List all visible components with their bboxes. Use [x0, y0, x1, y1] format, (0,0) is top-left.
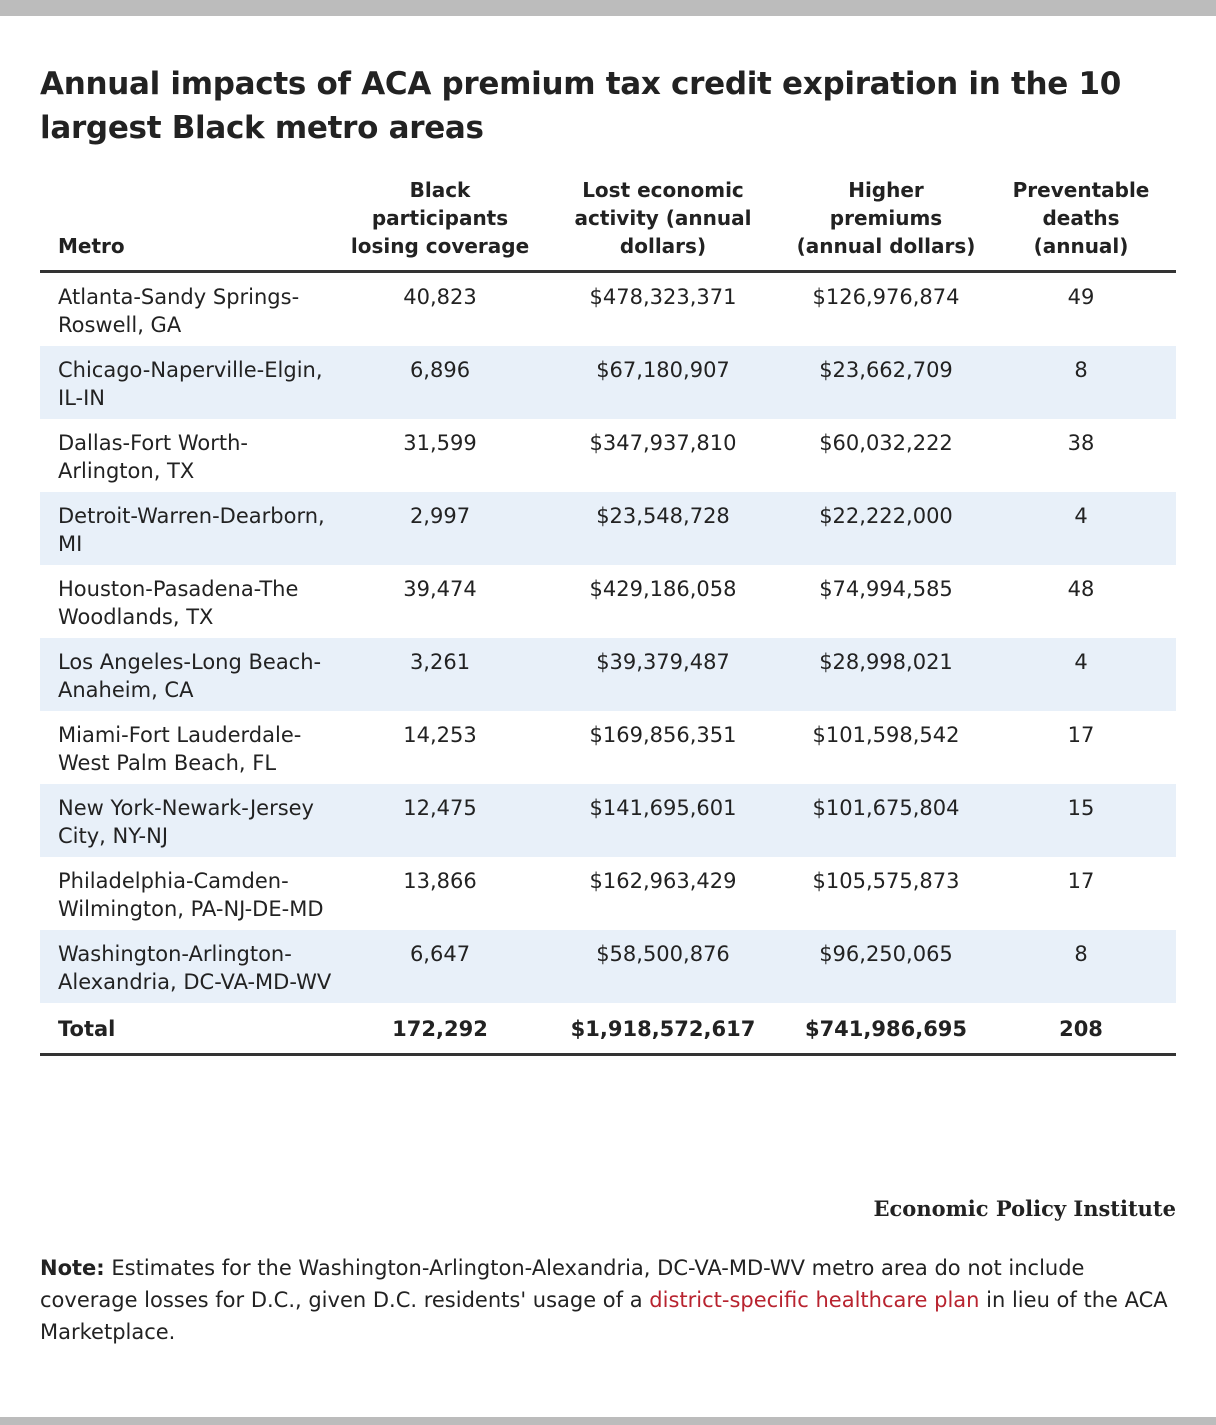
value-cell: 14,253 [403, 723, 477, 747]
total-row: Total 172,292 $1,918,572,617 $741,986,695 20… [40, 1003, 1176, 1056]
column-header: Lost economic activity (annual dollars) [540, 176, 786, 273]
column-header: Preventable deaths (annual) [986, 176, 1176, 273]
total-label: Total [40, 1003, 340, 1056]
value-cell: $126,976,874 [812, 285, 960, 309]
value-cell: $23,662,709 [786, 346, 986, 419]
value-cell: $60,032,222 [819, 431, 953, 455]
table-body: Atlanta-Sandy Springs-Roswell, GA 40,823 $… [40, 272, 1176, 1056]
value-cell: $162,963,429 [589, 869, 737, 893]
table-row: Chicago-Naperville-Elgin, IL-IN 6,896 $67,… [40, 346, 1176, 419]
bottom-bar [0, 1417, 1216, 1425]
metro-cell: New York-Newark-Jersey City, NY-NJ [40, 784, 340, 857]
value-cell: 4 [986, 638, 1176, 711]
value-cell: $39,379,487 [540, 638, 786, 711]
value-cell: 2,997 [340, 492, 540, 565]
value-cell: $22,222,000 [786, 492, 986, 565]
total-cell: $741,986,695 [786, 1003, 986, 1056]
value-cell: $101,675,804 [786, 784, 986, 857]
value-cell: $67,180,907 [540, 346, 786, 419]
total-cell: 172,292 [340, 1003, 540, 1056]
value-cell: 15 [986, 784, 1176, 857]
value-cell: 4 [986, 492, 1176, 565]
table-row: Philadelphia-Camden-Wilmington, PA-NJ-DE… [40, 857, 1176, 930]
metro-cell: Miami-Fort Lauderdale-West Palm Beach, F… [58, 723, 302, 775]
value-cell: 3,261 [340, 638, 540, 711]
note-label: Note: [40, 1256, 105, 1280]
metro-cell: Chicago-Naperville-Elgin, IL-IN [40, 346, 340, 419]
value-cell: $478,323,371 [589, 285, 737, 309]
value-cell: $141,695,601 [540, 784, 786, 857]
value-cell: 49 [1067, 285, 1095, 309]
value-cell: 17 [1067, 869, 1095, 893]
table-row: Miami-Fort Lauderdale-West Palm Beach, F… [40, 711, 1176, 784]
value-cell: $347,937,810 [589, 431, 737, 455]
title: Annual impacts of ACA premium tax credit… [40, 66, 1122, 146]
value-cell: $96,250,065 [786, 930, 986, 1003]
value-cell: $169,856,351 [589, 723, 737, 747]
table-row: Dallas-Fort Worth-Arlington, TX 31,599 $34… [40, 419, 1176, 492]
data-table: Metro Black participants losing coverage L… [40, 176, 1176, 1056]
value-cell: 40,823 [403, 285, 477, 309]
value-cell: $74,994,585 [819, 577, 953, 601]
value-cell: 6,647 [340, 930, 540, 1003]
table-row: Los Angeles-Long Beach-Anaheim, CA 3,261 $… [40, 638, 1176, 711]
source: Economic Policy Institute [873, 1196, 1176, 1221]
note: Note: Estimates for the Washington-Arlin… [40, 1252, 1176, 1348]
total-cell: 208 [986, 1003, 1176, 1056]
value-cell: 48 [1067, 577, 1095, 601]
metro-cell: Dallas-Fort Worth-Arlington, TX [58, 431, 248, 483]
value-cell: 13,866 [403, 869, 477, 893]
metro-cell: Detroit-Warren-Dearborn, MI [40, 492, 340, 565]
table-row: New York-Newark-Jersey City, NY-NJ 12,475… [40, 784, 1176, 857]
note-text: in lieu of the ACA Marketplace. [40, 1288, 1168, 1344]
column-header: Higher premiums (annual dollars) [786, 176, 986, 273]
metro-cell: Los Angeles-Long Beach-Anaheim, CA [40, 638, 340, 711]
table-row: Detroit-Warren-Dearborn, MI 2,997 $23,548,… [40, 492, 1176, 565]
value-cell: $105,575,873 [812, 869, 960, 893]
metro-cell: Atlanta-Sandy Springs-Roswell, GA [58, 285, 300, 337]
value-cell: 17 [1067, 723, 1095, 747]
value-cell: 38 [1067, 431, 1095, 455]
table-row: Atlanta-Sandy Springs-Roswell, GA 40,823 $… [40, 272, 1176, 347]
value-cell: $101,598,542 [812, 723, 960, 747]
header-row: Metro Black participants losing coverage L… [40, 176, 1176, 273]
note-text: Estimates for the Washington-Arlington-A… [40, 1256, 1085, 1312]
table-row: Houston-Pasadena-The Woodlands, TX 39,474… [40, 565, 1176, 638]
note-link[interactable]: district-specific healthcare plan [649, 1288, 980, 1312]
value-cell: $23,548,728 [540, 492, 786, 565]
table-row: Washington-Arlington-Alexandria, DC-VA-M… [40, 930, 1176, 1003]
total-cell: $1,918,572,617 [540, 1003, 786, 1056]
top-bar [0, 0, 1216, 16]
column-header: Metro [40, 176, 340, 273]
value-cell: $58,500,876 [540, 930, 786, 1003]
metro-cell: Washington-Arlington-Alexandria, DC-VA-M… [40, 930, 340, 1003]
value-cell: 12,475 [340, 784, 540, 857]
value-cell: $28,998,021 [786, 638, 986, 711]
metro-cell: Philadelphia-Camden-Wilmington, PA-NJ-DE… [58, 869, 324, 921]
metro-cell: Houston-Pasadena-The Woodlands, TX [58, 577, 299, 629]
value-cell: 31,599 [403, 431, 477, 455]
value-cell: 6,896 [340, 346, 540, 419]
value-cell: 8 [986, 346, 1176, 419]
value-cell: 39,474 [403, 577, 477, 601]
value-cell: $429,186,058 [589, 577, 737, 601]
value-cell: 8 [986, 930, 1176, 1003]
column-header: Black participants losing coverage [340, 176, 540, 273]
